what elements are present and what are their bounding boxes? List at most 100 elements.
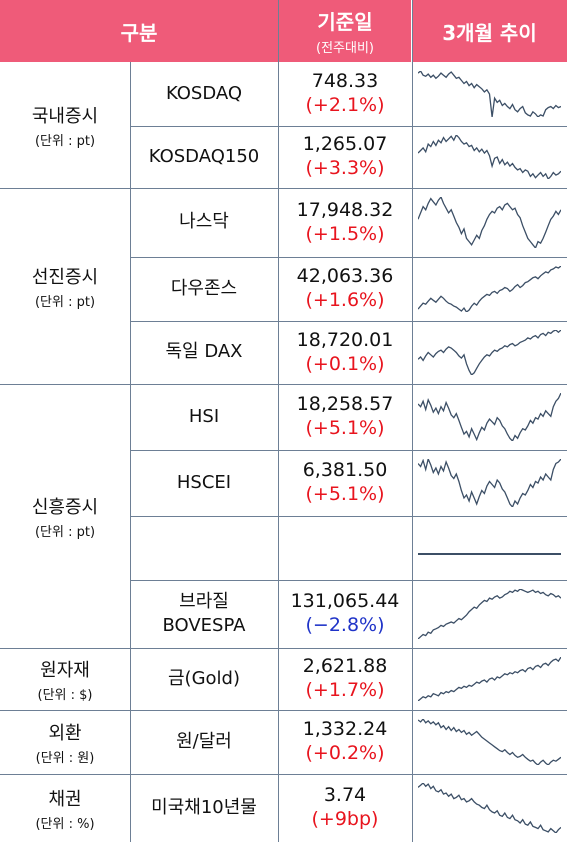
- group-title: 신흥증시: [31, 496, 99, 518]
- trend-sparkline: [418, 459, 561, 507]
- trend-sparkline: [418, 589, 561, 639]
- row-name: KOSDAQ: [130, 62, 278, 126]
- grid-line-h: [130, 516, 567, 517]
- group-developed: 선진증시 (단위 : pt): [0, 188, 130, 384]
- group-emerging: 신흥증시 (단위 : pt): [0, 384, 130, 648]
- row-change: (+1.6%): [305, 289, 385, 311]
- row-name: 원/달러: [130, 710, 278, 774]
- group-title: 외환: [48, 722, 82, 744]
- group-title: 선진증시: [31, 266, 99, 288]
- row-value-cell: 1,332.24 (+0.2%): [278, 710, 412, 774]
- trend-line: [418, 266, 561, 312]
- row-name-text: 다우존스: [170, 277, 238, 299]
- row-value: 1,265.07: [302, 133, 388, 156]
- group-unit: (단위 : $): [37, 687, 93, 703]
- header-base-date-label: 기준일: [317, 10, 373, 34]
- row-name: 금(Gold): [130, 648, 278, 710]
- grid-line-h: [0, 384, 567, 385]
- row-change: (−2.8%): [305, 614, 385, 636]
- row-value-cell: 42,063.36 (+1.6%): [278, 257, 412, 321]
- row-name-text: HSCEI: [176, 471, 232, 493]
- group-commodity: 원자재 (단위 : $): [0, 648, 130, 710]
- row-change: (+0.1%): [305, 352, 385, 375]
- row-name-text: 원/달러: [176, 730, 232, 752]
- grid-line-h: [130, 321, 567, 322]
- grid-line-h: [130, 257, 567, 258]
- grid-line-h: [0, 188, 567, 189]
- row-value: 18,720.01: [296, 328, 394, 351]
- trend-sparkline: [418, 393, 561, 441]
- trend-sparkline: [418, 266, 561, 312]
- group-title: 국내증시: [31, 105, 99, 127]
- grid-line-h: [0, 774, 567, 775]
- header-trend: 3개월 추이: [412, 0, 567, 62]
- group-unit: (단위 : 원): [35, 750, 95, 766]
- trend-line: [418, 719, 561, 765]
- row-value-cell: 18,720.01 (+0.1%): [278, 321, 412, 384]
- grid-line-h: [130, 450, 567, 451]
- row-value: 42,063.36: [296, 265, 394, 288]
- row-name: 미국채10년물: [130, 774, 278, 842]
- row-change: (+5.1%): [305, 417, 385, 439]
- row-value: 1,332.24: [302, 718, 388, 741]
- trend-line: [418, 783, 561, 833]
- row-name-text: 금(Gold): [168, 667, 240, 689]
- header-base-date-sub: (전주대비): [316, 41, 374, 56]
- row-value-cell: 748.33 (+2.1%): [278, 62, 412, 126]
- row-value: 131,065.44: [290, 590, 400, 613]
- group-domestic: 국내증시 (단위 : pt): [0, 62, 130, 188]
- row-name-text: 브라질: [179, 590, 229, 612]
- trend-sparkline: [418, 553, 561, 555]
- grid-line-h: [0, 710, 567, 711]
- trend-line: [418, 589, 561, 639]
- trend-sparkline: [418, 135, 561, 179]
- group-title: 채권: [48, 788, 82, 810]
- row-value-cell: 18,258.57 (+5.1%): [278, 384, 412, 450]
- row-name-text: HSI: [188, 405, 220, 427]
- row-name: 브라질 BOVESPA: [130, 580, 278, 648]
- row-name: HSI: [130, 384, 278, 450]
- row-name-text: KOSDAQ: [165, 82, 243, 104]
- row-value: 2,621.88: [302, 655, 388, 678]
- row-value-cell: 1,265.07 (+3.3%): [278, 126, 412, 188]
- row-change: (+5.1%): [305, 483, 385, 505]
- trend-sparkline: [418, 71, 561, 117]
- row-change: (+9bp): [311, 808, 379, 830]
- row-name: HSCEI: [130, 450, 278, 516]
- row-change: (+1.5%): [305, 222, 385, 245]
- row-change: (+2.1%): [305, 94, 385, 116]
- grid-line-h: [130, 126, 567, 127]
- row-value-cell: 131,065.44 (−2.8%): [278, 580, 412, 648]
- header-category-label: 구분: [120, 20, 158, 45]
- group-bond: 채권 (단위 : %): [0, 774, 130, 842]
- header-trend-label: 3개월 추이: [442, 20, 537, 45]
- group-unit: (단위 : %): [35, 816, 95, 832]
- trend-sparkline: [418, 719, 561, 765]
- trend-line: [418, 330, 561, 375]
- trend-line: [418, 459, 561, 507]
- row-value-cell: [278, 516, 412, 580]
- row-name: KOSDAQ150: [130, 126, 278, 188]
- group-unit: (단위 : pt): [34, 294, 96, 310]
- group-title: 원자재: [40, 659, 90, 681]
- row-value: 18,258.57: [296, 393, 394, 416]
- row-name: 독일 DAX: [130, 321, 278, 384]
- row-value-cell: 6,381.50 (+5.1%): [278, 450, 412, 516]
- trend-sparkline: [418, 657, 561, 701]
- row-change: (+1.7%): [305, 679, 385, 701]
- grid-line-v: [130, 62, 131, 842]
- row-name-text: 나스닥: [179, 211, 229, 233]
- trend-sparkline: [418, 783, 561, 833]
- grid-line-v: [278, 0, 279, 62]
- trend-sparkline: [418, 197, 561, 248]
- row-value-cell: 3.74 (+9bp): [278, 774, 412, 842]
- trend-line: [418, 393, 561, 441]
- row-value-cell: 2,621.88 (+1.7%): [278, 648, 412, 710]
- trend-line: [418, 657, 561, 701]
- grid-line-h: [0, 648, 567, 649]
- row-change: (+3.3%): [305, 157, 385, 179]
- row-name-text: KOSDAQ150: [148, 145, 260, 167]
- row-change: (+0.2%): [305, 742, 385, 764]
- row-value: 17,948.32: [296, 198, 394, 221]
